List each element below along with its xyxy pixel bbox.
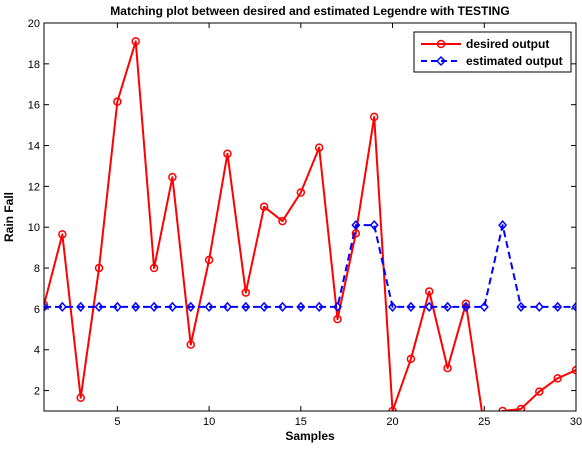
series-layer — [44, 37, 576, 411]
data-point — [369, 220, 379, 231]
data-point — [553, 301, 563, 312]
data-point — [516, 404, 526, 411]
series-estimated-output — [44, 220, 576, 312]
data-point — [76, 301, 86, 312]
plot-area — [44, 23, 576, 411]
data-point — [516, 301, 526, 312]
y-axis-ticks: 2 4 6 8 10 12 14 16 18 20 — [28, 18, 576, 398]
data-point — [314, 301, 324, 312]
y-tick-label: 6 — [34, 304, 40, 316]
data-point — [351, 220, 361, 231]
data-point — [167, 301, 177, 312]
y-tick-label: 12 — [28, 181, 40, 193]
data-point — [278, 216, 287, 226]
legend-label-desired: desired output — [466, 37, 549, 51]
data-point — [571, 365, 576, 375]
series-desired-output — [44, 37, 576, 411]
data-point — [443, 363, 452, 373]
data-point — [223, 149, 232, 158]
data-point — [534, 301, 544, 312]
legend-box — [413, 31, 572, 73]
data-point — [94, 301, 104, 312]
data-point — [461, 301, 471, 312]
data-point — [204, 301, 214, 312]
chart-title: Matching plot between desired and estima… — [110, 4, 509, 18]
data-point — [296, 188, 306, 197]
data-point — [204, 255, 214, 265]
x-axis-ticks: 5 10 15 20 25 30 — [114, 23, 582, 428]
data-point — [388, 406, 397, 411]
data-point — [388, 301, 398, 312]
data-point — [241, 288, 251, 297]
data-point — [498, 220, 508, 231]
data-point — [259, 301, 269, 312]
data-point — [149, 263, 159, 273]
y-tick-label: 14 — [28, 141, 40, 153]
data-point — [296, 301, 306, 312]
data-point — [424, 287, 434, 296]
y-tick-label: 2 — [34, 386, 40, 398]
x-tick-label: 25 — [478, 416, 490, 428]
data-point — [186, 301, 196, 312]
data-point — [333, 301, 343, 312]
data-point — [58, 230, 67, 239]
x-tick-label: 5 — [114, 416, 120, 428]
data-point — [406, 354, 416, 364]
x-tick-label: 10 — [203, 416, 215, 428]
data-point — [535, 387, 544, 396]
legend-marker-desired — [436, 39, 446, 49]
data-point — [112, 301, 122, 312]
y-tick-label: 4 — [34, 345, 40, 357]
data-point — [259, 202, 269, 212]
data-point — [571, 301, 576, 312]
x-tick-label: 30 — [570, 416, 582, 428]
data-point — [333, 314, 342, 324]
data-point — [314, 143, 324, 152]
data-point — [424, 301, 434, 312]
data-point — [369, 112, 379, 122]
data-point — [241, 301, 251, 312]
y-tick-label: 16 — [28, 100, 40, 112]
data-point — [553, 374, 562, 383]
x-tick-label: 15 — [295, 416, 307, 428]
plot-frame — [43, 22, 577, 412]
data-point — [498, 406, 507, 411]
data-point — [168, 172, 177, 182]
data-point — [131, 301, 141, 312]
x-axis-label: Samples — [285, 429, 335, 443]
y-tick-label: 8 — [34, 263, 40, 275]
data-point — [277, 301, 287, 312]
x-tick-label: 20 — [386, 416, 398, 428]
data-point — [149, 301, 159, 312]
legend-marker-estimated — [435, 55, 447, 67]
data-point — [113, 97, 122, 106]
data-point — [479, 301, 489, 312]
data-point — [57, 301, 67, 312]
data-point — [222, 301, 232, 312]
data-point — [131, 37, 140, 46]
y-tick-label: 18 — [28, 59, 40, 71]
data-point — [94, 263, 104, 273]
data-point — [44, 300, 49, 310]
series-line-desired-output — [44, 40, 576, 411]
data-point — [76, 393, 85, 402]
data-point — [443, 301, 453, 312]
legend-label-estimated: estimated output — [466, 54, 563, 68]
data-point — [406, 301, 416, 312]
y-axis-label: Rain Fall — [2, 192, 16, 242]
legend: desired output estimated output — [413, 31, 572, 73]
data-point — [186, 340, 196, 349]
data-point — [44, 301, 49, 312]
y-tick-label: 10 — [28, 222, 40, 234]
y-tick-label: 20 — [28, 18, 40, 30]
